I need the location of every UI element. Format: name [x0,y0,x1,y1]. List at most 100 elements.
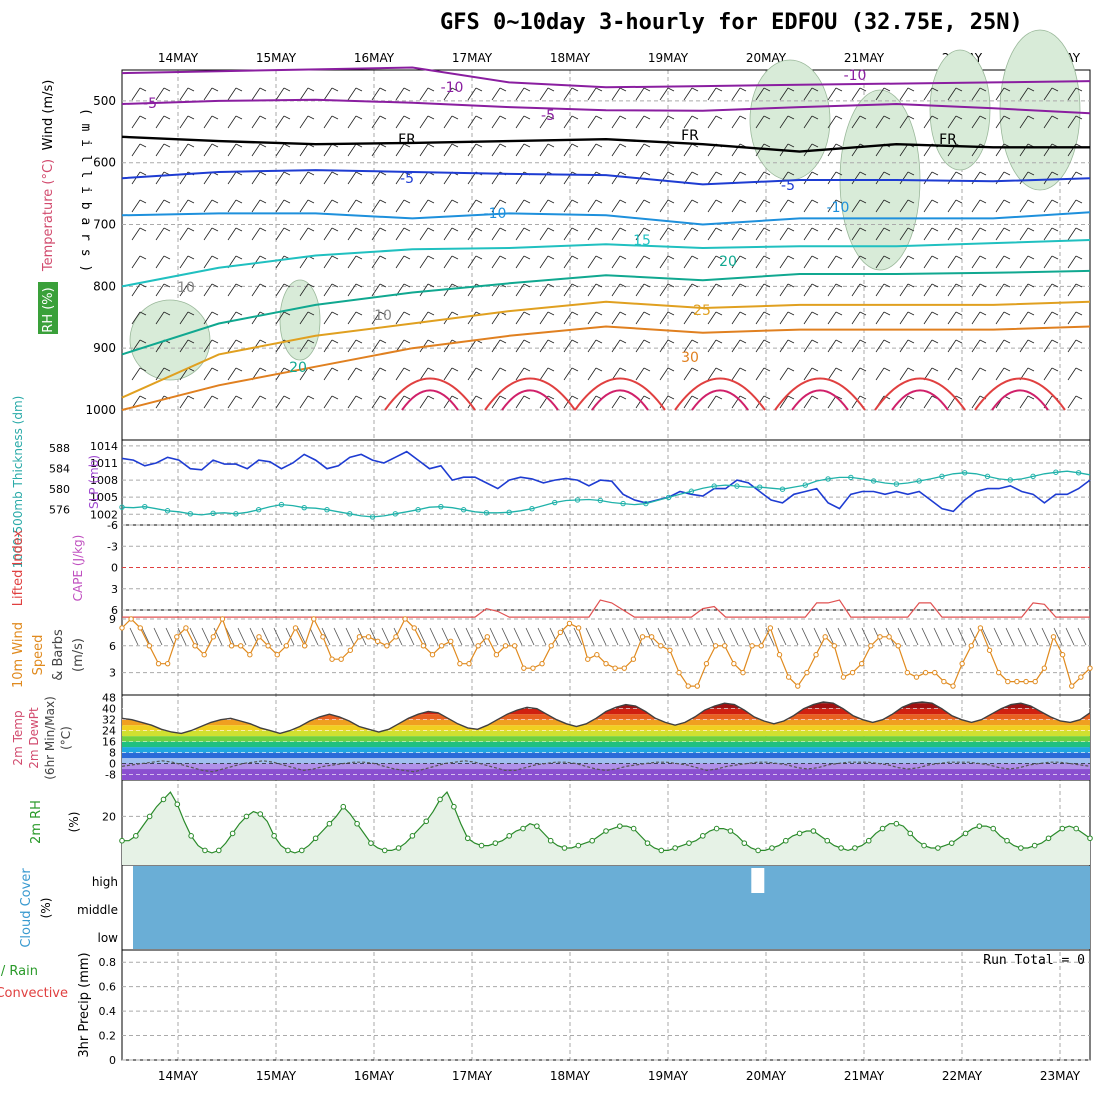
cloud-level-label: low [98,931,119,945]
wind-barb-flag [331,87,339,92]
rh-point [893,820,900,827]
wind-barb-staff [875,255,885,269]
wind-barb-staff [875,87,885,101]
wind-barb [515,339,531,353]
wind-barb-staff [803,395,813,409]
wind-barb-staff [467,255,477,269]
wind-barb-flag [1075,395,1083,400]
wind-barb [971,283,987,297]
wind-barb-flag [811,143,819,148]
wind-barb-staff [923,115,933,129]
wind-barb-staff [227,367,237,381]
wind-barb-staff [1043,143,1053,157]
wind-speed-point [648,634,655,640]
thickness-point [187,511,194,517]
wind-barb-flag [835,87,843,92]
wind-barb [491,367,507,381]
wind-barb [923,115,939,129]
rh-point [395,845,402,851]
wind-barb-flag [667,395,675,400]
wind-barb-flag [1003,115,1011,120]
wind-barb-staff [1019,227,1029,241]
temp-tick-label: 0 [109,758,116,771]
wind-barb-staff [155,311,165,325]
wind-barb-staff [443,87,453,101]
wind-barb [299,171,315,185]
wind-barb-flag [1027,171,1035,176]
wind-barb-10m [189,627,199,646]
wind-barb-staff [323,311,333,325]
wind-barb-flag [979,199,987,204]
wind-barb-staff [1067,87,1077,101]
wind-barb-10m [525,627,535,646]
wind-speed-point [201,652,207,658]
wind-barb-staff [467,339,477,353]
wind-barb [947,367,963,381]
wind-barb-flag [979,255,987,260]
wind-barb-staff [683,227,693,241]
wind-barb [659,199,675,213]
wind-barb-flag [283,143,291,148]
wind-speed-point [457,660,463,667]
wind-barb [155,115,171,129]
wind-barb-flag [403,311,411,316]
wind-barb-flag [907,395,915,400]
wind-barb-flag [235,367,243,372]
isotherm-line [121,211,1091,226]
temp-tick-label: 48 [102,692,116,705]
wind-barb-flag [475,143,483,148]
wind-speed-point [1050,634,1057,640]
wind-barb [515,87,531,101]
wind-barb [491,227,507,241]
wind-barb-staff [827,115,837,129]
pressure-tick-label: 500 [93,94,116,108]
isotherm-label: 25 [693,303,711,319]
isotherm-line [121,239,1091,288]
wind-speed-point [895,643,901,649]
wind-barb [995,367,1011,381]
thickness-point [757,484,763,490]
day-label-bottom: 16MAY [354,1069,395,1083]
wind-barb-flag [1027,115,1035,120]
wind-barb [875,311,891,325]
wind-barb-staff [707,227,717,241]
wind-barb-flag [283,171,291,176]
wind-barb [491,255,507,269]
wind-barb-flag [739,255,747,260]
wind-barb-staff [275,227,285,241]
wind-barb [227,115,243,129]
wind-barb-staff [467,199,477,213]
wind-barb-staff [683,367,693,381]
wind-barb-flag [331,367,339,372]
wind-speed-point [329,656,335,662]
wind-barb [203,311,219,325]
isotherm-line [121,169,1091,186]
wind-barb-flag [379,255,387,260]
temp-band [122,752,1090,759]
wind-barb-staff [203,143,213,157]
page-title: GFS 0~10day 3-hourly for EDFOU (32.75E, … [440,10,1023,35]
wind-barb-staff [611,339,621,353]
wind-barb-staff [227,199,237,213]
thickness-point [939,473,945,480]
wind-barb-flag [835,143,843,148]
wind-speed-point [192,643,198,649]
wind-barb-flag [235,227,243,232]
wind-barb [587,171,603,185]
wind-barb [947,227,963,241]
wind-barb-10m [405,627,415,646]
wind-barb-flag [211,143,219,148]
wind-barb [251,143,267,157]
wind-barb [323,115,339,129]
wind-barb-staff [1019,87,1029,101]
rh-point [326,820,333,827]
wind-barb-flag [355,339,363,344]
wind-barb-staff [251,87,261,101]
wind-speed-point [594,652,600,658]
wind-barb-flag [715,227,723,232]
wind-barb-10m [897,627,907,646]
wind-barb-flag [235,339,243,344]
wind-barb-staff [899,87,909,101]
wind-barb-flag [691,311,699,316]
wind-barb [731,87,747,101]
